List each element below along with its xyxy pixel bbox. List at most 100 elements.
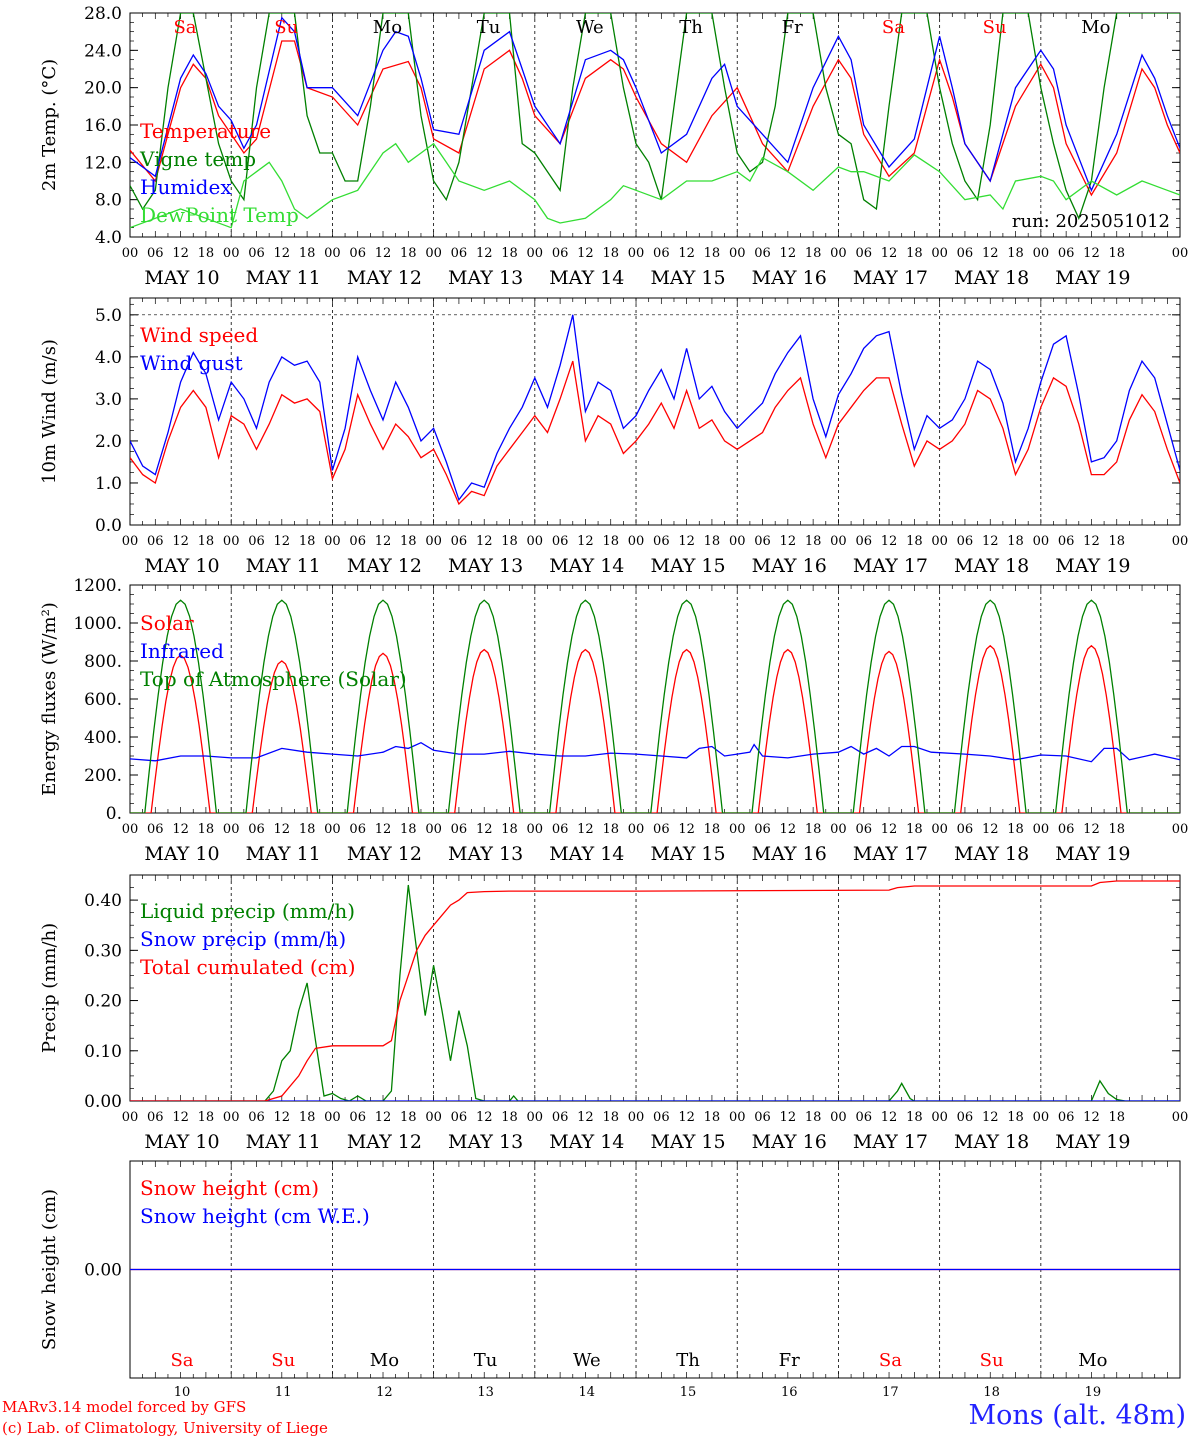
hour-tick-label: 00 xyxy=(223,246,240,261)
hour-tick-label: 12 xyxy=(982,822,999,837)
hour-tick-label: 06 xyxy=(855,822,872,837)
hour-tick-label: 06 xyxy=(147,246,164,261)
hour-tick-label: 00 xyxy=(628,246,645,261)
y-tick-label: 0.40 xyxy=(84,891,122,911)
hour-tick-label: 12 xyxy=(375,534,392,549)
hour-tick-label: 00 xyxy=(223,1110,240,1125)
hour-tick-label: 00 xyxy=(830,246,847,261)
hour-tick-label: 18 xyxy=(602,534,619,549)
hour-tick-label: 00 xyxy=(830,1110,847,1125)
hour-tick-label: 12 xyxy=(476,246,493,261)
hour-tick-label: 18 xyxy=(906,1110,923,1125)
y-tick-label: 600. xyxy=(84,690,122,710)
hour-tick-label: 06 xyxy=(1058,246,1075,261)
weekday-label: Sa xyxy=(170,1350,193,1371)
legend-entry: Wind gust xyxy=(140,351,243,375)
y-axis-label: Energy fluxes (W/m²) xyxy=(39,602,60,796)
hour-tick-label: 00 xyxy=(425,822,442,837)
hour-tick-label: 12 xyxy=(780,534,797,549)
y-tick-label: 20.0 xyxy=(84,79,122,99)
hour-tick-label: 18 xyxy=(299,246,316,261)
hour-tick-label: 18 xyxy=(1108,246,1125,261)
hour-tick-label: 12 xyxy=(476,534,493,549)
hour-tick-label: 18 xyxy=(805,246,822,261)
hour-tick-label: 18 xyxy=(1007,1110,1024,1125)
date-label: MAY 17 xyxy=(853,267,928,289)
hour-tick-label: 12 xyxy=(375,822,392,837)
station-label: Mons (alt. 48m) xyxy=(968,1400,1186,1431)
day-number-label: 10 xyxy=(174,1385,191,1400)
hour-tick-label: 06 xyxy=(552,246,569,261)
weekday-label: Su xyxy=(274,17,298,38)
weekday-label: Mo xyxy=(373,17,402,38)
hour-tick-label: 18 xyxy=(602,1110,619,1125)
weekday-label: Su xyxy=(980,1350,1004,1371)
weekday-label: Su xyxy=(983,17,1007,38)
hour-tick-label: 06 xyxy=(451,534,468,549)
date-label: MAY 12 xyxy=(347,1131,422,1153)
y-tick-label: 4.0 xyxy=(95,348,122,368)
hour-tick-label: 18 xyxy=(299,822,316,837)
hour-tick-label: 06 xyxy=(653,246,670,261)
y-tick-label: 1.0 xyxy=(95,474,122,494)
hour-tick-label: 12 xyxy=(172,1110,189,1125)
hour-tick-label: 06 xyxy=(552,1110,569,1125)
y-tick-label: 12.0 xyxy=(84,153,122,173)
date-label: MAY 17 xyxy=(853,555,928,577)
hour-tick-label: 00 xyxy=(425,534,442,549)
y-tick-label: 1000. xyxy=(73,614,122,634)
hour-tick-label: 00 xyxy=(1172,822,1189,837)
date-label: MAY 19 xyxy=(1055,555,1130,577)
hour-tick-label: 18 xyxy=(299,1110,316,1125)
date-label: MAY 16 xyxy=(752,1131,827,1153)
y-tick-label: 0.0 xyxy=(95,516,122,536)
hour-tick-label: 00 xyxy=(1033,822,1050,837)
hour-tick-label: 00 xyxy=(1172,534,1189,549)
date-label: MAY 11 xyxy=(246,555,321,577)
y-tick-label: 0.30 xyxy=(84,941,122,961)
panel-energy: 0. 200. 400. 600. 800. 1000. 1200. Energy fluxe… xyxy=(39,576,1188,865)
date-label: MAY 18 xyxy=(954,1131,1029,1153)
hour-tick-label: 00 xyxy=(122,534,139,549)
legend-entry: Vigne temp xyxy=(139,147,256,171)
weekday-label: Mo xyxy=(370,1350,399,1371)
hour-tick-label: 06 xyxy=(147,822,164,837)
weekday-label: Tu xyxy=(474,1350,498,1371)
hour-tick-label: 00 xyxy=(729,1110,746,1125)
hour-tick-label: 06 xyxy=(754,1110,771,1125)
date-label: MAY 16 xyxy=(752,843,827,865)
hour-tick-label: 06 xyxy=(552,822,569,837)
date-label: MAY 14 xyxy=(549,555,624,577)
hour-tick-label: 18 xyxy=(1007,534,1024,549)
day-number-label: 14 xyxy=(579,1385,596,1400)
hour-tick-label: 00 xyxy=(425,246,442,261)
date-label: MAY 10 xyxy=(144,843,219,865)
hour-tick-label: 00 xyxy=(830,822,847,837)
day-number-label: 11 xyxy=(275,1385,292,1400)
date-label: MAY 10 xyxy=(144,267,219,289)
date-label: MAY 19 xyxy=(1055,1131,1130,1153)
hour-tick-label: 00 xyxy=(830,534,847,549)
panel-temperature: 4.0 8.0 12.0 16.0 20.0 24.0 28.0 2m Temp. (°C) T… xyxy=(39,4,1188,289)
hour-tick-label: 18 xyxy=(704,822,721,837)
hour-tick-label: 12 xyxy=(172,534,189,549)
y-tick-label: 200. xyxy=(84,766,122,786)
hour-tick-label: 18 xyxy=(1108,1110,1125,1125)
hour-tick-label: 00 xyxy=(425,1110,442,1125)
hour-tick-label: 06 xyxy=(754,534,771,549)
hour-tick-label: 18 xyxy=(906,822,923,837)
weekday-label: Fr xyxy=(782,17,803,38)
hour-tick-label: 12 xyxy=(1083,822,1100,837)
y-tick-label: 8.0 xyxy=(95,191,122,211)
hour-tick-label: 00 xyxy=(931,822,948,837)
date-label: MAY 11 xyxy=(246,267,321,289)
hour-tick-label: 00 xyxy=(527,1110,544,1125)
date-label: MAY 13 xyxy=(448,555,523,577)
y-tick-label: 5.0 xyxy=(95,306,122,326)
y-axis-label: Snow height (cm) xyxy=(39,1189,60,1350)
hour-tick-label: 12 xyxy=(274,822,291,837)
hour-tick-label: 00 xyxy=(324,246,341,261)
hour-tick-label: 12 xyxy=(274,246,291,261)
y-tick-label: 2.0 xyxy=(95,432,122,452)
hour-tick-label: 00 xyxy=(628,1110,645,1125)
